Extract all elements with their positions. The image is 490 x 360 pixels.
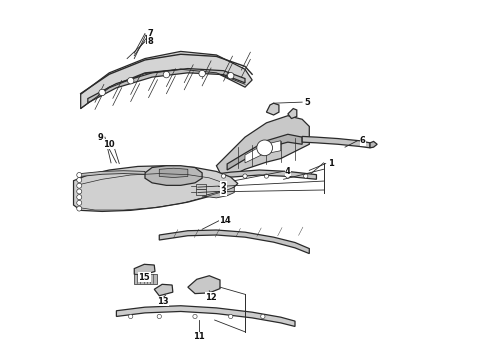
Polygon shape (267, 103, 279, 115)
Polygon shape (370, 141, 377, 148)
Circle shape (77, 172, 82, 177)
Polygon shape (81, 51, 252, 109)
Circle shape (286, 174, 290, 178)
Text: 14: 14 (220, 216, 231, 225)
Circle shape (199, 70, 205, 77)
Circle shape (163, 71, 170, 78)
Bar (196, 189, 206, 195)
Circle shape (77, 189, 82, 194)
Circle shape (128, 314, 133, 319)
Polygon shape (154, 284, 173, 296)
Circle shape (77, 201, 82, 205)
Circle shape (243, 174, 247, 178)
Polygon shape (288, 109, 297, 118)
Polygon shape (81, 171, 145, 176)
Circle shape (77, 206, 82, 211)
Circle shape (304, 174, 308, 178)
Text: 7: 7 (147, 29, 153, 38)
Polygon shape (209, 170, 317, 180)
Text: 9: 9 (98, 132, 103, 141)
Polygon shape (74, 166, 238, 211)
Circle shape (127, 77, 134, 84)
Circle shape (77, 183, 82, 188)
Text: 12: 12 (205, 293, 217, 302)
Polygon shape (217, 116, 309, 180)
Text: 6: 6 (360, 136, 366, 145)
Circle shape (77, 177, 82, 183)
Polygon shape (202, 187, 234, 198)
Circle shape (77, 195, 82, 200)
Polygon shape (245, 141, 281, 163)
Circle shape (221, 174, 226, 178)
Polygon shape (117, 306, 295, 327)
Text: 8: 8 (147, 37, 153, 46)
Circle shape (157, 314, 161, 319)
Polygon shape (302, 136, 370, 148)
Circle shape (193, 314, 197, 319)
Polygon shape (159, 230, 309, 253)
Text: 10: 10 (103, 140, 114, 149)
Text: 11: 11 (193, 332, 204, 341)
Text: 2: 2 (220, 181, 226, 190)
Polygon shape (88, 68, 245, 103)
Circle shape (99, 89, 105, 96)
Text: 4: 4 (285, 167, 291, 176)
Text: 5: 5 (305, 98, 311, 107)
Text: 15: 15 (138, 273, 150, 282)
Circle shape (264, 174, 269, 178)
Polygon shape (215, 179, 229, 188)
Text: 1: 1 (328, 159, 334, 168)
Polygon shape (188, 276, 220, 294)
Polygon shape (159, 168, 188, 177)
Circle shape (228, 314, 233, 319)
Circle shape (257, 140, 272, 156)
Polygon shape (227, 134, 302, 170)
Polygon shape (134, 264, 155, 275)
Bar (134, 274, 157, 284)
Text: 13: 13 (157, 297, 169, 306)
Bar (196, 184, 206, 189)
Circle shape (227, 72, 234, 79)
Text: 3: 3 (220, 187, 226, 196)
Circle shape (261, 314, 265, 319)
Polygon shape (145, 166, 202, 185)
